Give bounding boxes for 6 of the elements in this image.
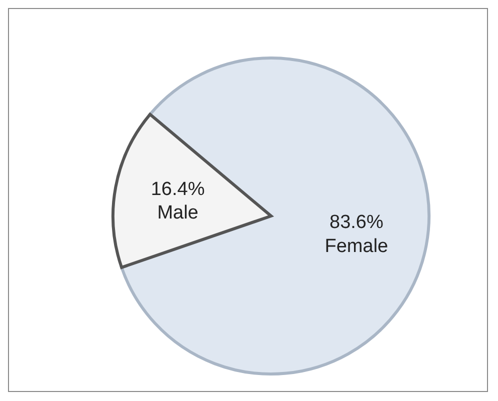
data-label: 16.4% bbox=[150, 178, 205, 200]
slice-label: Female bbox=[324, 236, 388, 257]
slice-label: Male bbox=[157, 202, 198, 224]
pie-slice bbox=[112, 112, 272, 269]
pie-slice bbox=[120, 56, 430, 376]
data-label: 83.6% bbox=[330, 212, 384, 234]
